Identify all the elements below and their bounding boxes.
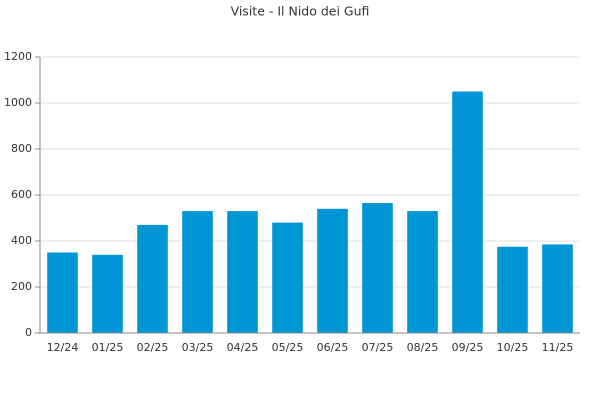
- y-tick-label: 1200: [4, 50, 32, 63]
- x-tick-label: 12/24: [47, 341, 79, 354]
- bar: [542, 244, 573, 333]
- y-tick-label: 400: [11, 234, 32, 247]
- chart-title: Visite - Il Nido dei Gufi: [231, 4, 370, 19]
- bar: [47, 252, 78, 333]
- x-tick-label: 06/25: [317, 341, 349, 354]
- bar: [317, 208, 348, 333]
- bar: [92, 254, 123, 333]
- bar: [362, 203, 393, 333]
- bar: [497, 246, 528, 333]
- y-tick-label: 600: [11, 188, 32, 201]
- x-tick-label: 01/25: [92, 341, 124, 354]
- bar: [272, 222, 303, 333]
- y-tick-label: 1000: [4, 96, 32, 109]
- y-tick-label: 800: [11, 142, 32, 155]
- bar: [407, 211, 438, 333]
- x-tick-label: 04/25: [227, 341, 259, 354]
- x-tick-label: 03/25: [182, 341, 214, 354]
- x-tick-label: 10/25: [497, 341, 529, 354]
- x-tick-label: 08/25: [407, 341, 439, 354]
- y-tick-label: 0: [25, 326, 32, 339]
- bar: [137, 224, 168, 333]
- bar: [227, 211, 258, 333]
- x-tick-label: 11/25: [542, 341, 574, 354]
- x-tick-label: 07/25: [362, 341, 394, 354]
- bar: [452, 91, 483, 333]
- x-tick-label: 05/25: [272, 341, 304, 354]
- y-tick-label: 200: [11, 280, 32, 293]
- x-tick-label: 02/25: [137, 341, 169, 354]
- x-tick-label: 09/25: [452, 341, 484, 354]
- bar: [182, 211, 213, 333]
